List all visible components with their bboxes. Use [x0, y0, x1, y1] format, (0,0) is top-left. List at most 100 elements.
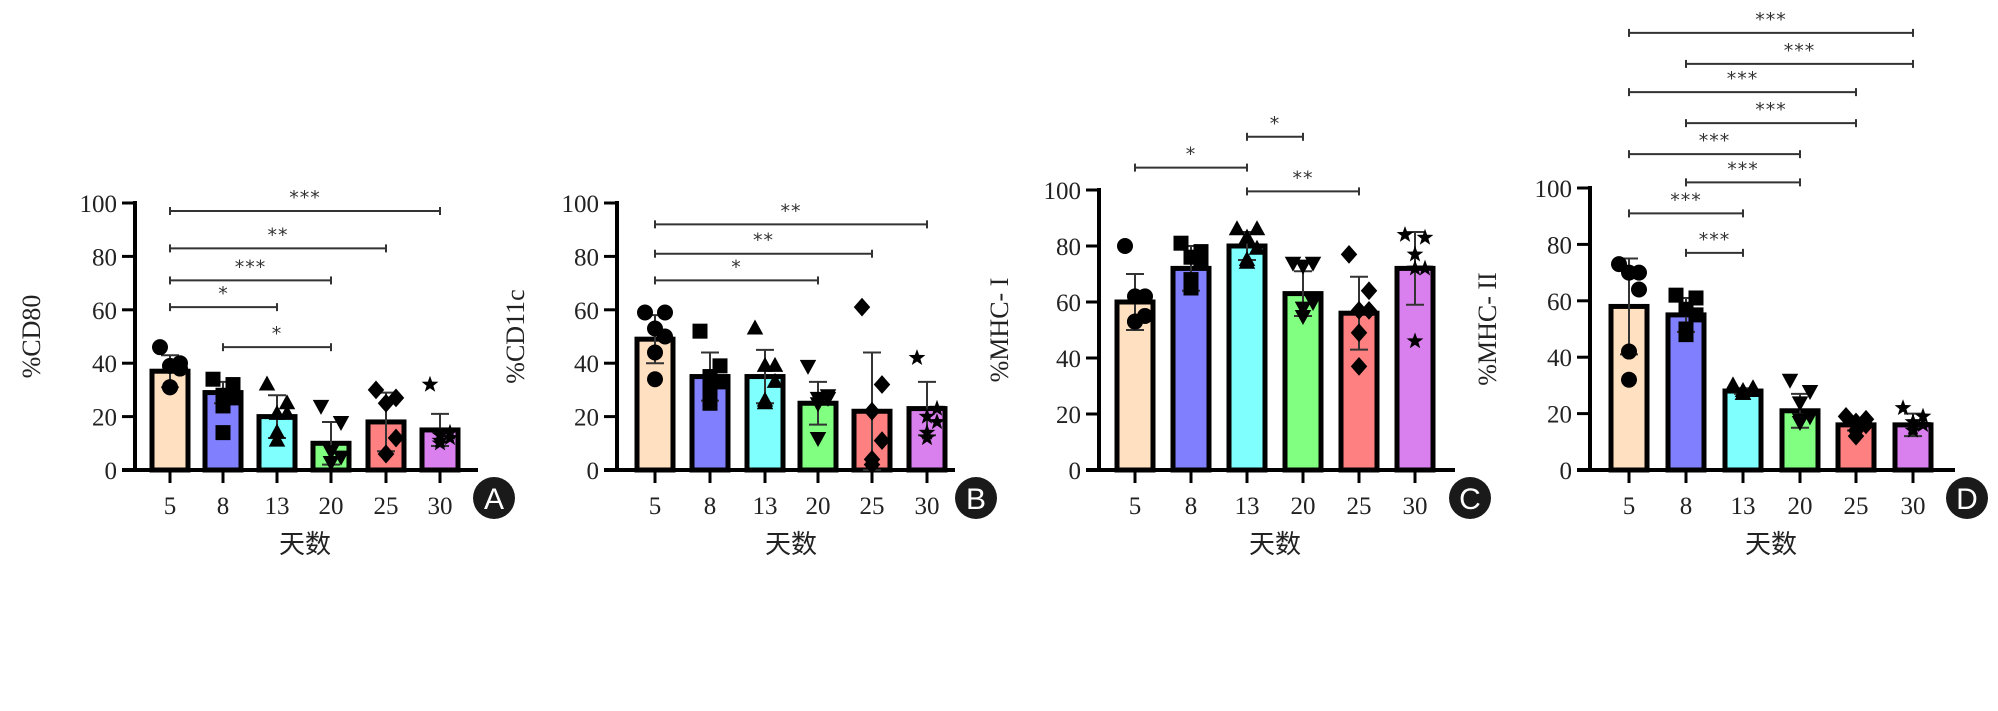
y-tick-label: 0 [1069, 458, 1082, 485]
data-point-diamond [377, 444, 395, 464]
y-tick-label: 100 [80, 191, 118, 218]
data-point-circle [657, 304, 673, 321]
panel-letter: A [484, 483, 504, 516]
data-point-triangle-down [799, 359, 817, 375]
y-tick-label: 40 [1547, 345, 1572, 372]
panel-badge [955, 477, 997, 519]
data-point-circle [162, 379, 178, 396]
data-point-diamond [1360, 301, 1378, 320]
data-point-triangle-up [278, 404, 296, 420]
data-point-star [1406, 332, 1424, 349]
data-point-diamond [1350, 301, 1368, 320]
x-tick-label: 8 [217, 493, 230, 520]
data-point-diamond [1360, 281, 1378, 301]
data-point-star [1904, 421, 1922, 438]
data-point-circle [637, 304, 653, 321]
y-tick-label: 20 [574, 405, 599, 432]
y-tick-label: 100 [562, 191, 600, 218]
data-point-square [1668, 287, 1684, 303]
x-tick-label: 30 [1901, 493, 1926, 520]
y-tick-label: 100 [1535, 176, 1573, 203]
data-point-diamond [367, 380, 385, 400]
data-point-diamond [873, 431, 891, 451]
x-tick-label: 13 [753, 493, 778, 520]
data-point-triangle-up [1238, 228, 1256, 244]
data-point-triangle-down [1801, 385, 1819, 401]
significance-label: *** [1755, 99, 1787, 121]
y-tick-label: 40 [1056, 346, 1081, 373]
data-point-triangle-up [258, 375, 276, 391]
data-point-diamond [853, 297, 871, 317]
x-tick-label: 5 [1623, 493, 1636, 520]
y-tick-label: 80 [574, 244, 599, 271]
data-point-triangle-up [756, 394, 774, 410]
data-point-diamond [1350, 357, 1368, 376]
x-tick-label: 25 [1844, 493, 1869, 520]
y-tick-label: 100 [1044, 178, 1082, 205]
x-tick-label: 25 [860, 493, 885, 520]
data-point-star [1914, 407, 1932, 424]
data-point-circle [1631, 281, 1647, 298]
data-point-diamond [1340, 245, 1358, 264]
data-point-circle [152, 339, 168, 356]
data-point-triangle-down [1294, 259, 1312, 275]
panel-badge [1946, 477, 1988, 519]
x-tick-label: 13 [265, 493, 290, 520]
x-tick-label: 30 [1403, 493, 1428, 520]
data-point-diamond [377, 393, 395, 413]
significance-label: * [731, 256, 742, 278]
data-point-diamond [873, 375, 891, 394]
data-point-star [421, 375, 439, 392]
x-axis-title: 天数 [765, 530, 817, 559]
data-point-star [1416, 228, 1434, 245]
significance-label: * [218, 283, 229, 305]
significance-label: *** [1699, 130, 1731, 152]
data-point-star [918, 429, 936, 446]
data-point-star [441, 429, 459, 446]
panel-letter: D [1956, 483, 1978, 516]
significance-label: *** [1755, 9, 1787, 31]
data-point-triangle-up [278, 394, 296, 410]
data-point-square [1678, 327, 1694, 343]
y-tick-label: 60 [1056, 290, 1081, 317]
x-tick-label: 5 [649, 493, 662, 520]
data-point-star [928, 399, 946, 416]
data-point-triangle-up [1744, 382, 1762, 398]
x-axis-title: 天数 [279, 530, 331, 559]
data-point-star [908, 349, 926, 365]
data-point-star [1406, 259, 1424, 276]
data-point-circle [1621, 371, 1637, 388]
data-point-circle [647, 371, 663, 388]
data-point-triangle-up [1724, 376, 1742, 392]
data-point-triangle-up [1248, 239, 1266, 255]
data-point-circle [657, 328, 673, 345]
y-tick-label: 0 [587, 458, 600, 485]
y-tick-label: 60 [1547, 289, 1572, 316]
significance-label: * [1186, 144, 1197, 166]
data-point-triangle-down [1781, 373, 1799, 389]
bar-13 [1226, 243, 1268, 473]
y-axis-title: %MHC- I [985, 278, 1014, 383]
data-point-star [1416, 259, 1434, 276]
data-point-square [1173, 235, 1189, 251]
data-point-star [918, 407, 936, 424]
data-point-triangle-down [322, 455, 340, 471]
data-point-triangle-up [268, 431, 286, 447]
data-point-diamond [1847, 426, 1865, 446]
significance-label: *** [235, 256, 267, 278]
data-point-triangle-down [809, 397, 827, 413]
data-point-star [1406, 245, 1424, 262]
panel-d: 0 20 40 60 80 100 %MHC- II 5 8 13 20 25 30 天数 *** *** **… [1473, 9, 1988, 559]
data-point-star [431, 434, 449, 451]
data-point-triangle-down [322, 445, 340, 461]
data-point-circle [1117, 238, 1133, 254]
y-axis-title: %CD11c [501, 289, 530, 383]
y-tick-label: 60 [574, 298, 599, 325]
data-point-circle [1127, 288, 1143, 305]
data-point-square [702, 382, 718, 398]
bar-13 [1722, 388, 1764, 473]
x-tick-label: 8 [1185, 493, 1198, 520]
